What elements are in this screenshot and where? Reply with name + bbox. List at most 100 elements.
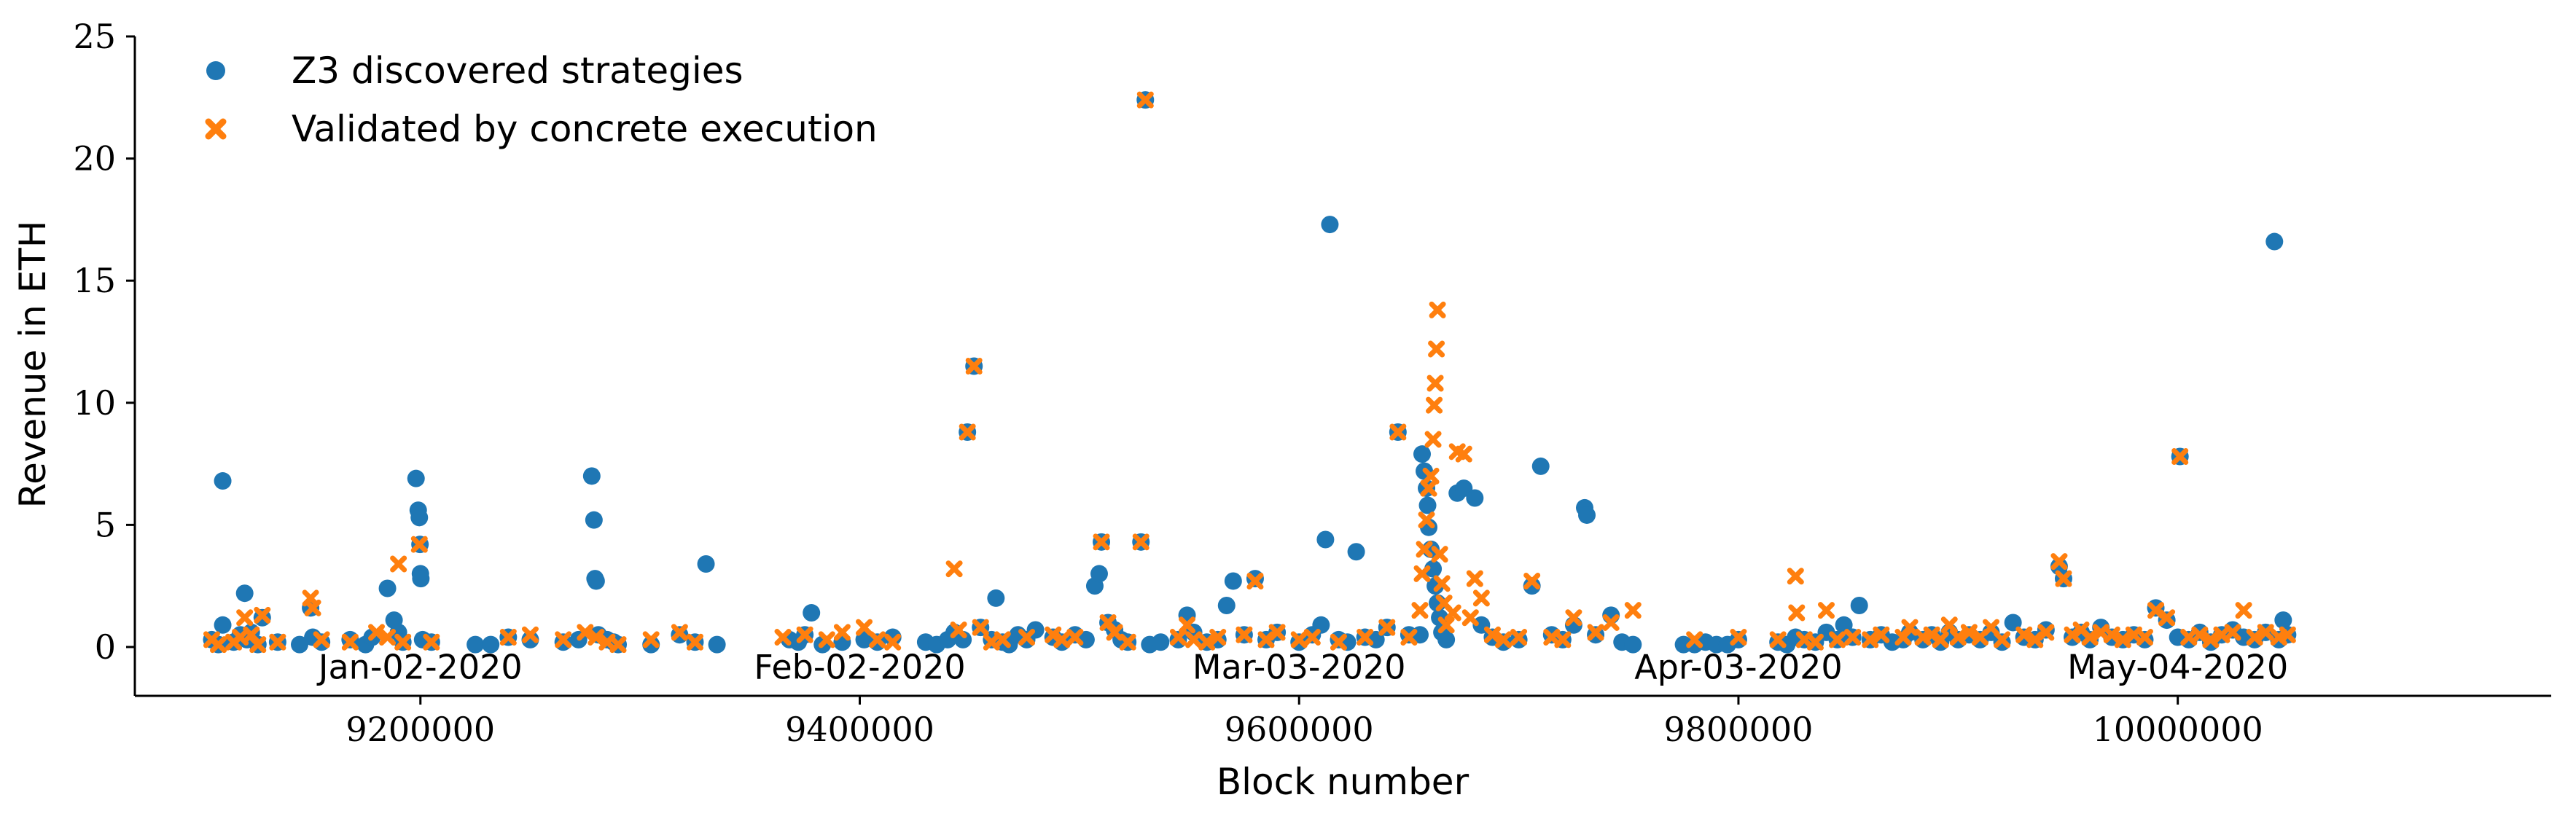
date-annotation: Feb-02-2020 [754,648,965,687]
data-point-x [2279,626,2296,643]
x-tick-label: 9600000 [1225,710,1374,749]
data-point-x [1862,631,1879,648]
series-validated [203,91,2296,654]
data-point-x [1198,633,1216,651]
data-point [803,604,821,622]
data-point-x [2224,624,2241,641]
y-axis-ticks: 0 5 10 15 20 25 [73,17,135,667]
data-point-x [994,631,1011,648]
data-point [642,635,660,654]
data-point [708,635,726,654]
data-point-x [869,631,886,648]
data-point-x [1461,609,1479,627]
data-point [378,579,397,597]
y-tick-label: 20 [73,139,116,179]
legend-marker-validated [205,118,227,140]
data-point-x [1787,568,1804,585]
data-point [1316,530,1335,549]
data-point [2274,611,2292,630]
data-point [1152,633,1170,651]
x-axis-ticks: 9200000 9400000 9600000 9800000 10000000 [346,696,2263,749]
data-point-x [2158,609,2176,627]
data-point [697,555,715,573]
y-tick-label: 15 [73,261,116,300]
data-point-x [1136,91,1154,109]
data-point-x [2114,631,2131,648]
data-point-x [1246,572,1264,589]
data-point-x [2081,629,2099,646]
y-axis-title: Revenue in ETH [12,221,54,509]
x-tick-label: 9800000 [1664,710,1814,749]
data-point-x [1523,572,1541,589]
data-point-x [555,631,572,648]
data-point-x [1236,626,1253,643]
data-point-x [1730,629,1747,646]
data-point-x [1426,396,1443,414]
data-point-x [945,560,963,578]
data-point [582,467,601,485]
data-point-x [1494,631,1512,648]
y-tick-label: 25 [73,17,116,56]
data-point-x [2136,629,2153,646]
data-point-x [249,636,267,654]
data-point [291,635,309,654]
data-point [954,630,972,648]
data-point [214,472,232,490]
data-point-x [972,619,989,636]
data-point-x [833,624,851,641]
data-point-x [1411,602,1429,619]
data-point [412,570,430,588]
data-point-x [254,606,271,624]
data-point-x [642,631,660,648]
data-point-x [1132,533,1150,551]
data-point-x [1257,631,1275,648]
data-point-x [1472,589,1490,607]
data-point-x [1602,614,1620,631]
axes [133,36,2551,697]
data-point-x [1422,467,1440,485]
legend-marker-z3 [206,61,225,80]
data-point-x [1587,624,1604,641]
data-point [1347,543,1365,561]
data-point-x [1455,445,1472,463]
data-point-x [1357,629,1374,646]
legend-label-z3: Z3 discovered strategies [292,50,743,92]
data-point-x [210,636,227,654]
date-annotation: Apr-03-2020 [1634,648,1842,687]
data-point-x [1053,631,1071,648]
data-point-x [1119,633,1136,651]
data-point-x [236,609,254,627]
data-point [987,589,1005,607]
data-point-x [341,633,359,651]
data-point-x [2202,631,2220,648]
data-point [585,511,603,529]
data-point-x [394,633,412,651]
data-point-x [1769,631,1787,648]
data-point-x [1400,629,1418,646]
data-point-x [1829,631,1846,648]
date-annotation: Jan-02-2020 [316,648,523,687]
date-annotations: Jan-02-2020 Feb-02-2020 Mar-03-2020 Apr-03-… [316,648,2288,687]
data-point-x [1940,616,1958,634]
data-point-x [1169,629,1187,646]
data-point-x [959,423,976,441]
data-point [214,616,232,634]
data-point-x [2246,629,2263,646]
data-point-x [1428,340,1445,358]
data-point-x [671,624,688,641]
data-point-x [304,599,321,616]
data-point-x [609,636,627,654]
data-point [410,509,429,527]
data-point-x [1932,631,1949,648]
data-point-x [521,626,539,643]
data-point-x [1290,631,1308,648]
data-point-x [1378,619,1396,636]
data-point-x [1179,616,1196,634]
data-point-x [1510,629,1528,646]
data-point-x [2050,553,2068,571]
data-point [482,635,500,654]
data-point-x [1466,570,1483,587]
data-point-x [499,629,517,646]
data-point-x [269,633,286,651]
data-point-x [965,358,983,375]
